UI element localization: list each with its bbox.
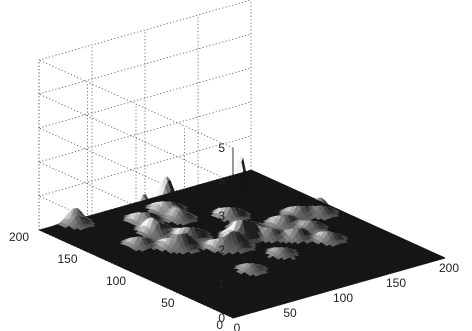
gridline (38, 0, 252, 61)
z-tick-label: 4 (218, 175, 225, 189)
surface-patch (38, 228, 46, 232)
gridline (38, 33, 252, 95)
z-tick-label: 0 (218, 311, 225, 325)
x-tick-label: 200 (439, 261, 459, 275)
gridline (38, 67, 252, 129)
gridline (38, 135, 252, 197)
surface-plot (38, 156, 446, 319)
gridline (38, 101, 252, 163)
y-tick-label: 200 (9, 230, 29, 244)
y-tick-label: 150 (57, 252, 77, 266)
z-tick-label: 2 (218, 243, 225, 257)
y-tick-label: 100 (106, 274, 126, 288)
y-tick-label: 50 (161, 296, 175, 310)
y-tick-label: 0 (216, 318, 223, 331)
z-tick-label: 1 (218, 277, 225, 291)
x-tick-label: 150 (386, 276, 406, 290)
x-tick-label: 50 (283, 306, 297, 320)
gridline (38, 59, 234, 149)
x-tick-label: 0 (234, 321, 241, 331)
z-tick-label: 5 (218, 141, 225, 155)
z-tick-label: 3 (218, 209, 225, 223)
x-tick-label: 100 (333, 291, 353, 305)
